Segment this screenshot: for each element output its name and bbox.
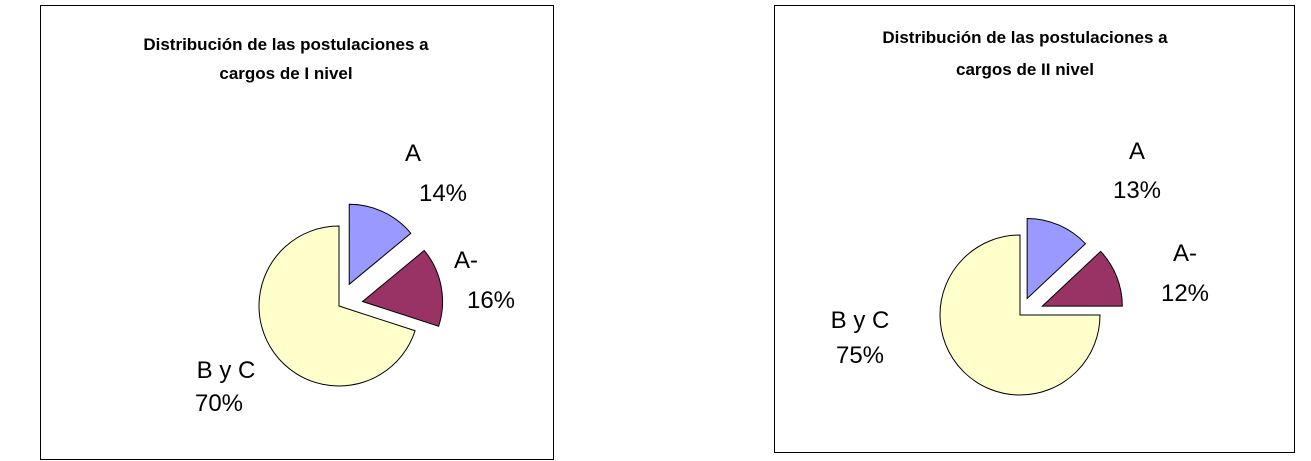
pie-slices [939,217,1123,396]
slice-label-percent: 75% [836,342,884,369]
pie-chart-1-svg: Distribución de las postulaciones a carg… [143,35,515,417]
slice-label-percent: 14% [419,180,467,207]
pie-slice-b-y-c [258,225,416,387]
slice-labels: A 13% A- 12% B y C 75% [831,138,1209,369]
chart-title-line-2: cargos de II nivel [956,60,1094,79]
pie-slice-a [1026,217,1087,300]
slice-label-name: B y C [831,307,890,334]
slice-label-percent: 16% [467,287,515,314]
pie-chart-2-svg: Distribución de las postulaciones a carg… [831,28,1209,396]
slice-labels: A 14% A- 16% B y C 70% [195,140,515,417]
pie-slice-b-y-c [939,234,1101,396]
slice-label-name: A- [454,247,478,274]
pie-slice-a-minus [361,249,444,327]
pie-slice-a-minus [1041,250,1123,307]
slice-label-name: B y C [197,357,256,384]
chart-title-line-1: Distribución de las postulaciones a [882,28,1168,47]
pie-chart-nivel-1: Distribución de las postulaciones a carg… [40,5,554,460]
chart-title-line-2: cargos de I nivel [219,64,352,83]
pie-chart-nivel-2: Distribución de las postulaciones a carg… [774,5,1295,453]
pie-slices [258,203,444,387]
slice-label-percent: 13% [1113,177,1161,204]
slice-label-percent: 70% [195,390,243,417]
slice-label-percent: 12% [1161,280,1209,307]
slice-label-name: A- [1173,240,1197,267]
pie-slice-a [348,203,412,286]
slice-label-name: A [405,140,421,167]
slice-label-name: A [1129,138,1145,165]
chart-title-line-1: Distribución de las postulaciones a [143,35,429,54]
